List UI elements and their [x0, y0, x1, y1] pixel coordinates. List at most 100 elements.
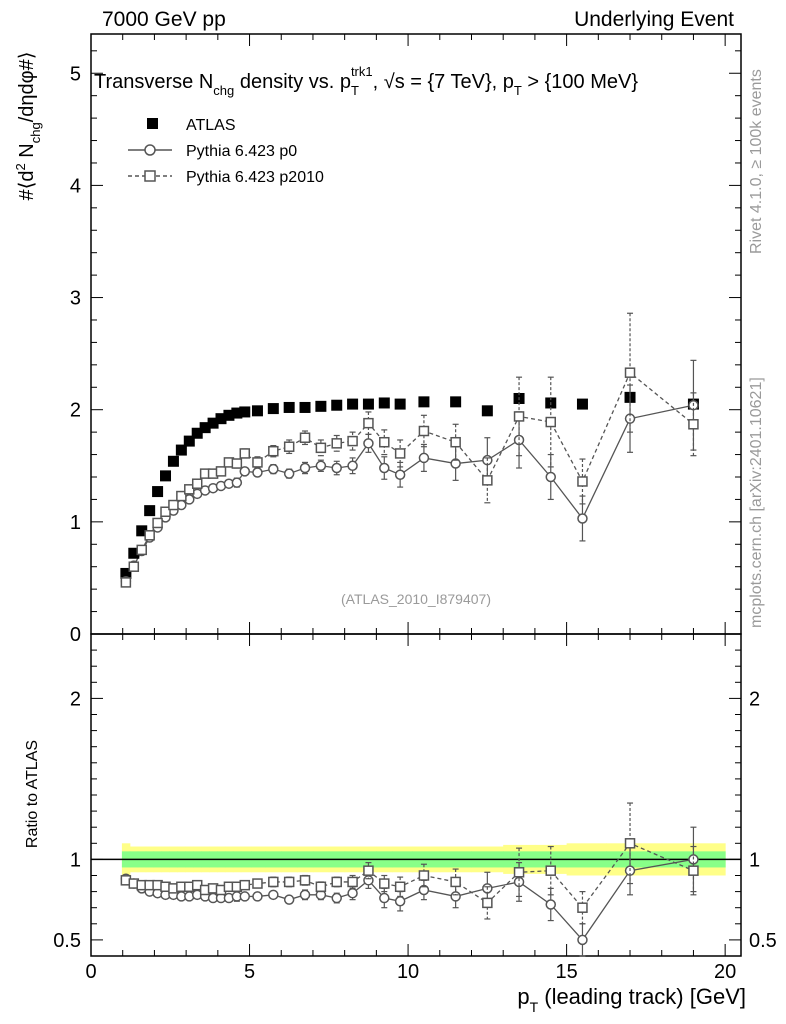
ratio-point-p0 — [347, 887, 358, 899]
legend-label-p2010: Pythia 6.423 p2010 — [186, 169, 324, 186]
data-point-p2010 — [215, 466, 227, 477]
data-point-p0 — [231, 477, 243, 488]
ratio-point-p2010 — [331, 876, 342, 888]
data-point-p2010 — [513, 411, 525, 422]
ratio-point-p0 — [363, 875, 374, 886]
main-y-tick-label: 3 — [70, 288, 81, 310]
data-point-atlas — [576, 398, 588, 410]
y-axis-label-ratio: Ratio to ATLAS — [24, 740, 41, 848]
data-point-p2010 — [120, 577, 132, 588]
ratio-y-tick-label-right: 1 — [749, 849, 760, 871]
ratio-y-tick-label-right: 0.5 — [749, 930, 777, 952]
ratio-point-p2010 — [315, 881, 327, 893]
ratio-point-p0 — [379, 892, 390, 904]
data-point-atlas — [251, 405, 263, 417]
data-point-p2010 — [624, 367, 636, 378]
ratio-point-p2010 — [299, 875, 311, 886]
ratio-point-p0 — [283, 894, 295, 905]
ratio-point-p2010 — [252, 878, 263, 889]
data-point-p2010 — [482, 475, 493, 486]
ratio-point-p0 — [239, 891, 251, 902]
data-point-p2010 — [160, 506, 171, 518]
data-point-p2010 — [136, 544, 147, 556]
data-point-p2010 — [283, 441, 295, 452]
x-tick-label: 20 — [714, 961, 736, 983]
data-point-p0 — [394, 469, 406, 480]
data-point-p2010 — [231, 458, 243, 469]
data-point-atlas — [267, 403, 279, 415]
ratio-point-p0 — [252, 891, 263, 902]
data-point-p0 — [379, 462, 390, 474]
data-point-p2010 — [688, 419, 699, 430]
ratio-point-p2010 — [239, 879, 251, 891]
data-point-atlas — [144, 505, 156, 517]
ratio-point-p0 — [450, 891, 461, 902]
data-point-p0 — [450, 458, 461, 469]
data-point-p0 — [283, 468, 295, 479]
data-point-p2010 — [144, 530, 155, 541]
main-plot-series — [120, 312, 699, 588]
analysis-watermark: (ATLAS_2010_I879407) — [341, 591, 491, 607]
data-point-atlas — [167, 455, 179, 467]
series-line-p0 — [125, 404, 694, 582]
data-point-atlas — [160, 470, 172, 482]
data-point-p0 — [577, 513, 588, 524]
data-point-atlas — [183, 435, 195, 447]
ratio-axes-box — [90, 633, 742, 957]
ratio-point-p2010 — [418, 870, 430, 881]
ratio-point-p2010 — [688, 865, 699, 876]
data-point-p0 — [363, 438, 374, 449]
ratio-point-p2010 — [513, 867, 525, 878]
data-point-p0 — [545, 471, 557, 483]
legend-marker-p2010 — [144, 170, 156, 182]
data-point-p2010 — [191, 478, 203, 489]
ratio-point-p2010 — [577, 902, 588, 913]
data-point-p2010 — [347, 435, 358, 447]
data-point-p2010 — [363, 417, 374, 429]
x-axis-label: pT (leading track) [GeV] — [517, 984, 746, 1015]
data-point-atlas — [347, 398, 359, 410]
ratio-point-p2010 — [482, 897, 493, 909]
data-point-p2010 — [168, 499, 179, 511]
data-point-atlas — [128, 547, 140, 559]
ratio-point-p2010 — [450, 876, 461, 888]
ratio-point-p0 — [545, 899, 557, 910]
ratio-point-p2010 — [379, 878, 390, 889]
data-point-p0 — [347, 460, 358, 472]
data-point-p2010 — [268, 445, 279, 457]
legend-label-p0: Pythia 6.423 p0 — [186, 143, 297, 160]
data-point-p2010 — [299, 432, 311, 443]
chart-title: Transverse Nchg density vs. pTtrk1, √s =… — [94, 64, 638, 98]
data-point-p2010 — [176, 490, 187, 502]
data-point-p2010 — [545, 416, 557, 428]
data-point-p0 — [331, 462, 342, 474]
main-y-tick-label: 1 — [70, 512, 81, 534]
data-point-p2010 — [418, 425, 430, 437]
data-point-p2010 — [379, 436, 390, 448]
data-point-p2010 — [239, 448, 251, 459]
data-point-p2010 — [577, 476, 588, 487]
ratio-y-tick-label: 2 — [70, 688, 81, 710]
data-point-p0 — [418, 452, 430, 464]
ratio-point-p0 — [299, 889, 311, 901]
data-point-p2010 — [252, 457, 263, 468]
data-point-atlas — [239, 406, 251, 418]
data-point-p2010 — [450, 436, 461, 448]
data-point-atlas — [394, 398, 406, 410]
data-point-atlas — [450, 396, 462, 408]
legend: ATLAS Pythia 6.423 p0 Pythia 6.423 p2010 — [128, 117, 324, 186]
ratio-point-p2010 — [624, 838, 636, 849]
data-point-p0 — [315, 460, 327, 472]
x-tick-label: 0 — [85, 961, 96, 983]
main-y-tick-label: 4 — [70, 175, 81, 197]
data-point-atlas — [331, 399, 343, 411]
data-point-atlas — [191, 427, 203, 439]
data-point-atlas — [315, 400, 327, 412]
ratio-y-tick-label: 1 — [70, 849, 81, 871]
legend-marker-atlas — [147, 118, 158, 129]
main-plot-frame: 0 1 2 3 4 5 — [70, 33, 742, 646]
data-point-p0 — [252, 467, 263, 478]
data-point-atlas — [223, 409, 235, 421]
header-left-label: 7000 GeV pp — [102, 8, 226, 31]
